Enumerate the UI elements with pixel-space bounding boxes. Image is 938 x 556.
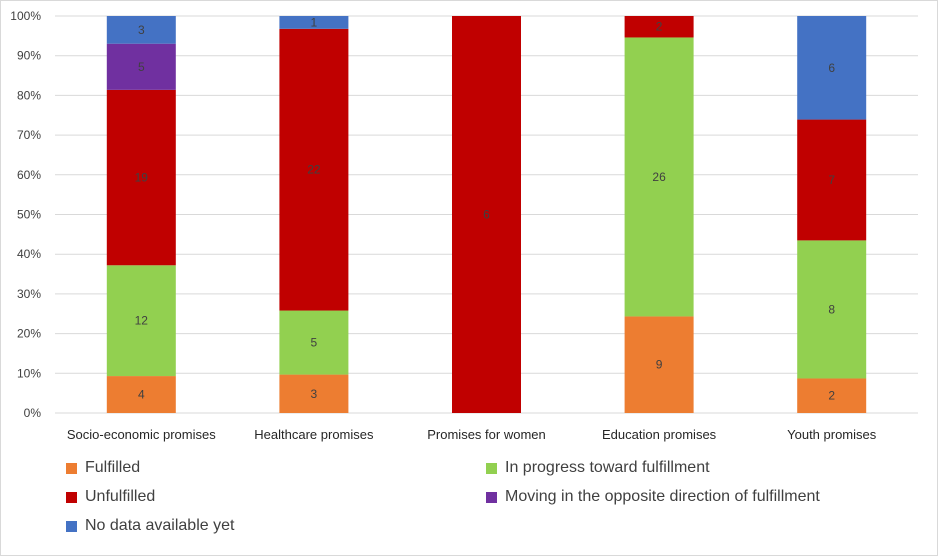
y-tick-label: 80% <box>17 88 41 102</box>
y-tick-label: 90% <box>17 49 41 63</box>
bar-segment <box>797 16 867 120</box>
bar-segment <box>624 316 694 413</box>
x-category-label: Healthcare promises <box>254 427 374 442</box>
bar-segment <box>624 37 694 317</box>
data-label: 19 <box>135 171 149 185</box>
x-category-label: Youth promises <box>787 427 877 442</box>
bar-segment <box>106 43 176 90</box>
bar-segment <box>106 89 176 266</box>
y-tick-label: 30% <box>17 287 41 301</box>
x-category-label: Promises for women <box>427 427 545 442</box>
bar-segment <box>797 240 867 379</box>
data-label: 12 <box>135 314 149 328</box>
data-label: 3 <box>138 23 145 37</box>
y-tick-label: 0% <box>24 406 42 420</box>
data-label: 5 <box>138 60 145 74</box>
x-category-label: Education promises <box>602 427 717 442</box>
bar-segment <box>279 16 349 29</box>
bar-segment <box>279 374 349 413</box>
data-label: 7 <box>828 173 835 187</box>
bar-segment <box>106 16 176 44</box>
y-tick-label: 10% <box>17 366 41 380</box>
data-label: 2 <box>828 389 835 403</box>
data-label: 6 <box>828 61 835 75</box>
x-category-label: Socio-economic promises <box>67 427 216 442</box>
bar-segment <box>106 376 176 413</box>
y-tick-label: 20% <box>17 327 41 341</box>
y-tick-label: 70% <box>17 128 41 142</box>
data-label: 8 <box>828 302 835 316</box>
data-label: 9 <box>656 358 663 372</box>
bar-segment <box>797 378 867 413</box>
data-label: 4 <box>138 388 145 402</box>
bar-segment <box>106 265 176 377</box>
bar-segment <box>797 119 867 241</box>
data-label: 26 <box>652 170 666 184</box>
y-tick-label: 60% <box>17 168 41 182</box>
data-label: 2 <box>656 20 663 34</box>
data-label: 5 <box>311 336 318 350</box>
data-label: 22 <box>307 163 321 177</box>
y-tick-label: 40% <box>17 247 41 261</box>
bar-segment <box>624 16 694 38</box>
bar-segment <box>452 16 521 413</box>
bar-segment <box>279 310 349 375</box>
data-label: 1 <box>311 15 318 29</box>
y-tick-label: 100% <box>10 9 41 23</box>
y-tick-label: 50% <box>17 208 41 222</box>
data-label: 3 <box>311 387 318 401</box>
bar-segment <box>279 28 349 311</box>
data-label: 6 <box>483 208 490 222</box>
